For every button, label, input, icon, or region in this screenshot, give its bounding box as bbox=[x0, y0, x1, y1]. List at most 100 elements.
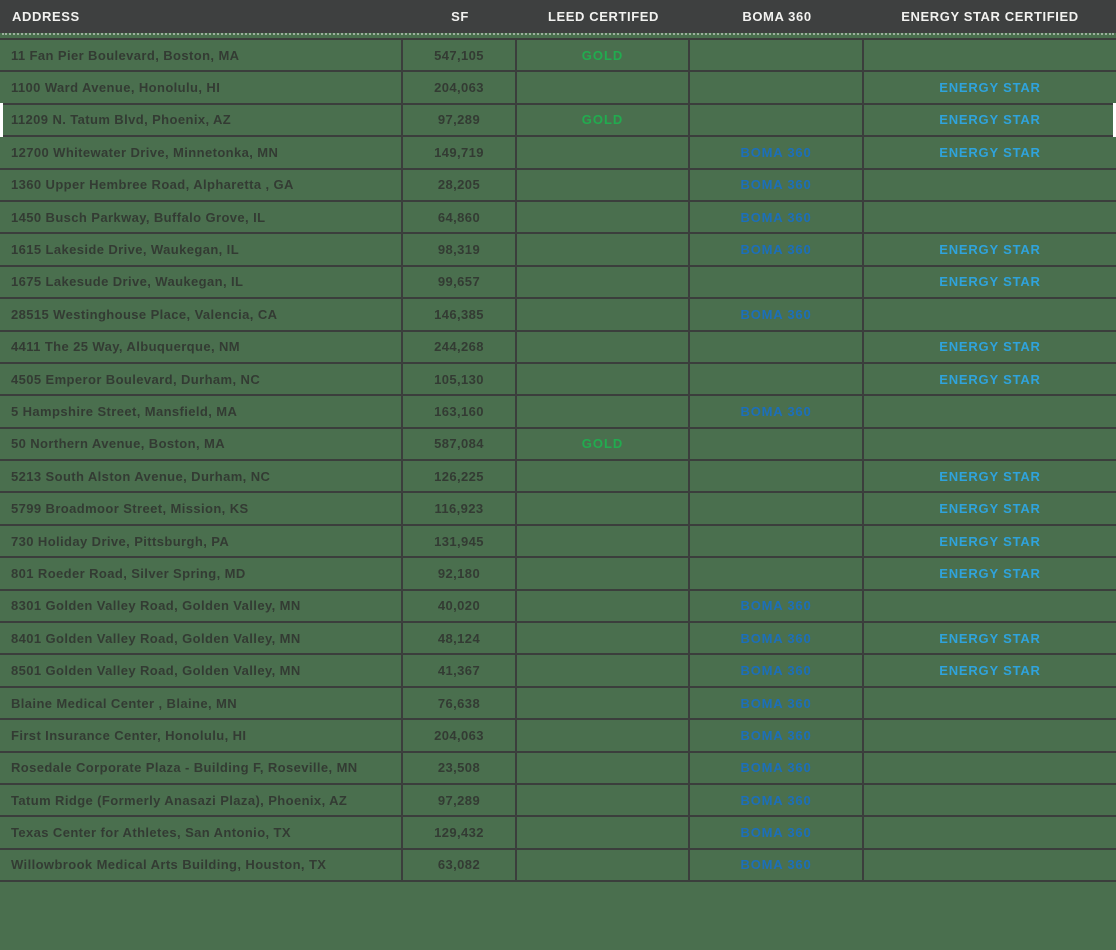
address-cell: 8301 Golden Valley Road, Golden Valley, … bbox=[0, 590, 403, 622]
address-cell: 11209 N. Tatum Blvd, Phoenix, AZ bbox=[0, 104, 403, 136]
leed-cell: GOLD bbox=[517, 104, 690, 136]
boma-cell bbox=[690, 428, 864, 460]
boma-cell: BOMA 360 bbox=[690, 784, 864, 816]
boma-cell bbox=[690, 363, 864, 395]
address-cell: 1615 Lakeside Drive, Waukegan, IL bbox=[0, 234, 403, 265]
table-row[interactable]: 1615 Lakeside Drive, Waukegan, IL 98,319… bbox=[0, 232, 1116, 265]
table-row[interactable]: 8301 Golden Valley Road, Golden Valley, … bbox=[0, 588, 1116, 622]
table-row[interactable]: Texas Center for Athletes, San Antonio, … bbox=[0, 815, 1116, 848]
energy-star-cell: ENERGY STAR bbox=[939, 274, 1041, 290]
leed-cell bbox=[517, 558, 690, 589]
leed-cell: GOLD bbox=[517, 40, 690, 71]
energy-star-cell: ENERGY STAR bbox=[939, 112, 1041, 128]
table-row[interactable]: 50 Northern Avenue, Boston, MA 587,084 G… bbox=[0, 426, 1116, 460]
energy-star-cell bbox=[864, 299, 1116, 329]
address-cell: 5213 South Alston Avenue, Durham, NC bbox=[0, 461, 403, 492]
energy-star-cell bbox=[864, 591, 1116, 621]
table-row[interactable]: 12700 Whitewater Drive, Minnetonka, MN 1… bbox=[0, 135, 1116, 168]
boma-cell bbox=[690, 40, 864, 71]
column-header-address[interactable]: ADDRESS bbox=[12, 9, 80, 24]
energy-star-cell: ENERGY STAR bbox=[939, 468, 1041, 484]
sf-cell: 23,508 bbox=[403, 752, 517, 783]
boma-cell bbox=[690, 331, 864, 362]
address-cell: Willowbrook Medical Arts Building, Houst… bbox=[0, 849, 403, 881]
table-row[interactable]: 801 Roeder Road, Silver Spring, MD 92,18… bbox=[0, 556, 1116, 589]
sf-cell: 587,084 bbox=[403, 428, 517, 460]
sf-cell: 41,367 bbox=[403, 655, 517, 686]
boma-cell: BOMA 360 bbox=[690, 849, 864, 881]
boma-cell bbox=[690, 104, 864, 136]
energy-star-cell bbox=[864, 753, 1116, 783]
sf-cell: 131,945 bbox=[403, 525, 517, 557]
table-row[interactable]: 5 Hampshire Street, Mansfield, MA 163,16… bbox=[0, 394, 1116, 427]
boma-cell: BOMA 360 bbox=[690, 234, 864, 265]
boma-cell: BOMA 360 bbox=[690, 720, 864, 751]
address-cell: 1360 Upper Hembree Road, Alpharetta , GA bbox=[0, 169, 403, 200]
address-cell: 8501 Golden Valley Road, Golden Valley, … bbox=[0, 655, 403, 686]
energy-star-cell: ENERGY STAR bbox=[939, 565, 1041, 581]
sf-cell: 163,160 bbox=[403, 396, 517, 427]
table-row[interactable]: Willowbrook Medical Arts Building, Houst… bbox=[0, 847, 1116, 881]
boma-cell bbox=[690, 266, 864, 298]
boma-cell: BOMA 360 bbox=[690, 655, 864, 686]
table-row[interactable]: 1675 Lakesude Drive, Waukegan, IL 99,657… bbox=[0, 264, 1116, 298]
leed-cell bbox=[517, 234, 690, 265]
energy-star-cell bbox=[864, 688, 1116, 718]
column-header-sf[interactable]: SF bbox=[451, 9, 469, 24]
table-row[interactable]: Tatum Ridge (Formerly Anasazi Plaza), Ph… bbox=[0, 782, 1116, 816]
energy-star-cell bbox=[864, 170, 1116, 200]
table-row[interactable]: Rosedale Corporate Plaza - Building F, R… bbox=[0, 750, 1116, 783]
energy-star-cell: ENERGY STAR bbox=[939, 533, 1041, 549]
boma-cell bbox=[690, 558, 864, 589]
column-header-boma-360[interactable]: BOMA 360 bbox=[742, 9, 812, 24]
table-row[interactable]: First Insurance Center, Honolulu, HI 204… bbox=[0, 718, 1116, 751]
leed-cell bbox=[517, 72, 690, 103]
sf-cell: 116,923 bbox=[403, 493, 517, 524]
energy-star-cell bbox=[864, 850, 1116, 880]
table-row[interactable]: 5799 Broadmoor Street, Mission, KS 116,9… bbox=[0, 491, 1116, 524]
table-row[interactable]: 11 Fan Pier Boulevard, Boston, MA 547,10… bbox=[0, 38, 1116, 71]
leed-cell bbox=[517, 849, 690, 881]
table-row[interactable]: 4505 Emperor Boulevard, Durham, NC 105,1… bbox=[0, 361, 1116, 395]
table-row[interactable]: 730 Holiday Drive, Pittsburgh, PA 131,94… bbox=[0, 523, 1116, 557]
table-row[interactable]: 1100 Ward Avenue, Honolulu, HI 204,063 E… bbox=[0, 70, 1116, 103]
table-row[interactable]: Blaine Medical Center , Blaine, MN 76,63… bbox=[0, 685, 1116, 719]
boma-cell: BOMA 360 bbox=[690, 817, 864, 848]
sf-cell: 64,860 bbox=[403, 201, 517, 233]
sf-cell: 28,205 bbox=[403, 169, 517, 200]
leed-cell bbox=[517, 525, 690, 557]
column-header-leed-certified[interactable]: LEED CERTIFED bbox=[547, 9, 660, 24]
leed-cell bbox=[517, 137, 690, 168]
address-cell: 1100 Ward Avenue, Honolulu, HI bbox=[0, 72, 403, 103]
address-cell: 28515 Westinghouse Place, Valencia, CA bbox=[0, 299, 403, 330]
leed-cell bbox=[517, 461, 690, 492]
leed-cell bbox=[517, 363, 690, 395]
boma-cell: BOMA 360 bbox=[690, 137, 864, 168]
table-row[interactable]: 1360 Upper Hembree Road, Alpharetta , GA… bbox=[0, 167, 1116, 200]
leed-cell bbox=[517, 655, 690, 686]
sf-cell: 204,063 bbox=[403, 720, 517, 751]
boma-cell: BOMA 360 bbox=[690, 623, 864, 654]
sf-cell: 97,289 bbox=[403, 784, 517, 816]
energy-star-cell bbox=[864, 40, 1116, 70]
leed-cell bbox=[517, 201, 690, 233]
table-row[interactable]: 5213 South Alston Avenue, Durham, NC 126… bbox=[0, 459, 1116, 492]
leed-cell bbox=[517, 623, 690, 654]
table-row[interactable]: 11209 N. Tatum Blvd, Phoenix, AZ 97,289 … bbox=[0, 102, 1116, 138]
address-cell: 4505 Emperor Boulevard, Durham, NC bbox=[0, 363, 403, 395]
leed-cell bbox=[517, 299, 690, 330]
table-row[interactable]: 4411 The 25 Way, Albuquerque, NM 244,268… bbox=[0, 329, 1116, 362]
energy-star-cell bbox=[864, 785, 1116, 815]
energy-star-cell: ENERGY STAR bbox=[939, 339, 1041, 355]
leed-cell bbox=[517, 590, 690, 622]
address-cell: Rosedale Corporate Plaza - Building F, R… bbox=[0, 752, 403, 783]
table-row[interactable]: 8401 Golden Valley Road, Golden Valley, … bbox=[0, 621, 1116, 654]
energy-star-cell: ENERGY STAR bbox=[939, 80, 1041, 96]
boma-cell: BOMA 360 bbox=[690, 687, 864, 719]
energy-star-cell: ENERGY STAR bbox=[939, 242, 1041, 258]
table-row[interactable]: 8501 Golden Valley Road, Golden Valley, … bbox=[0, 653, 1116, 686]
table-row[interactable]: 1450 Busch Parkway, Buffalo Grove, IL 64… bbox=[0, 199, 1116, 233]
table-row[interactable]: 28515 Westinghouse Place, Valencia, CA 1… bbox=[0, 297, 1116, 330]
sf-cell: 97,289 bbox=[403, 104, 517, 136]
column-header-energy-star-certified[interactable]: ENERGY STAR CERTIFIED bbox=[901, 9, 1079, 24]
